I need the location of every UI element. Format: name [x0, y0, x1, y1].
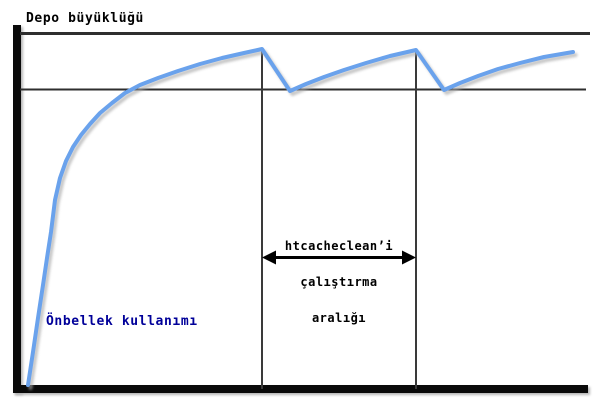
interval-annotation-line-3: aralığı — [311, 311, 367, 325]
interval-annotation-line-1: htcacheclean’i — [284, 239, 394, 253]
curve-label: Önbellek kullanımı — [46, 314, 198, 329]
y-axis-title: Depo büyüklüğü — [26, 11, 144, 26]
y-axis — [13, 25, 21, 393]
interval-arrow-left-head — [262, 250, 276, 265]
interval-annotation-line-2: çalıştırma — [300, 275, 378, 289]
cache-usage-curve-shadow — [28, 50, 578, 390]
interval-annotation: htcacheclean’i çalıştırma aralığı — [262, 216, 416, 348]
cache-usage-curve — [26, 47, 575, 387]
x-axis — [13, 385, 588, 393]
interval-arrow-right-head — [402, 250, 416, 265]
